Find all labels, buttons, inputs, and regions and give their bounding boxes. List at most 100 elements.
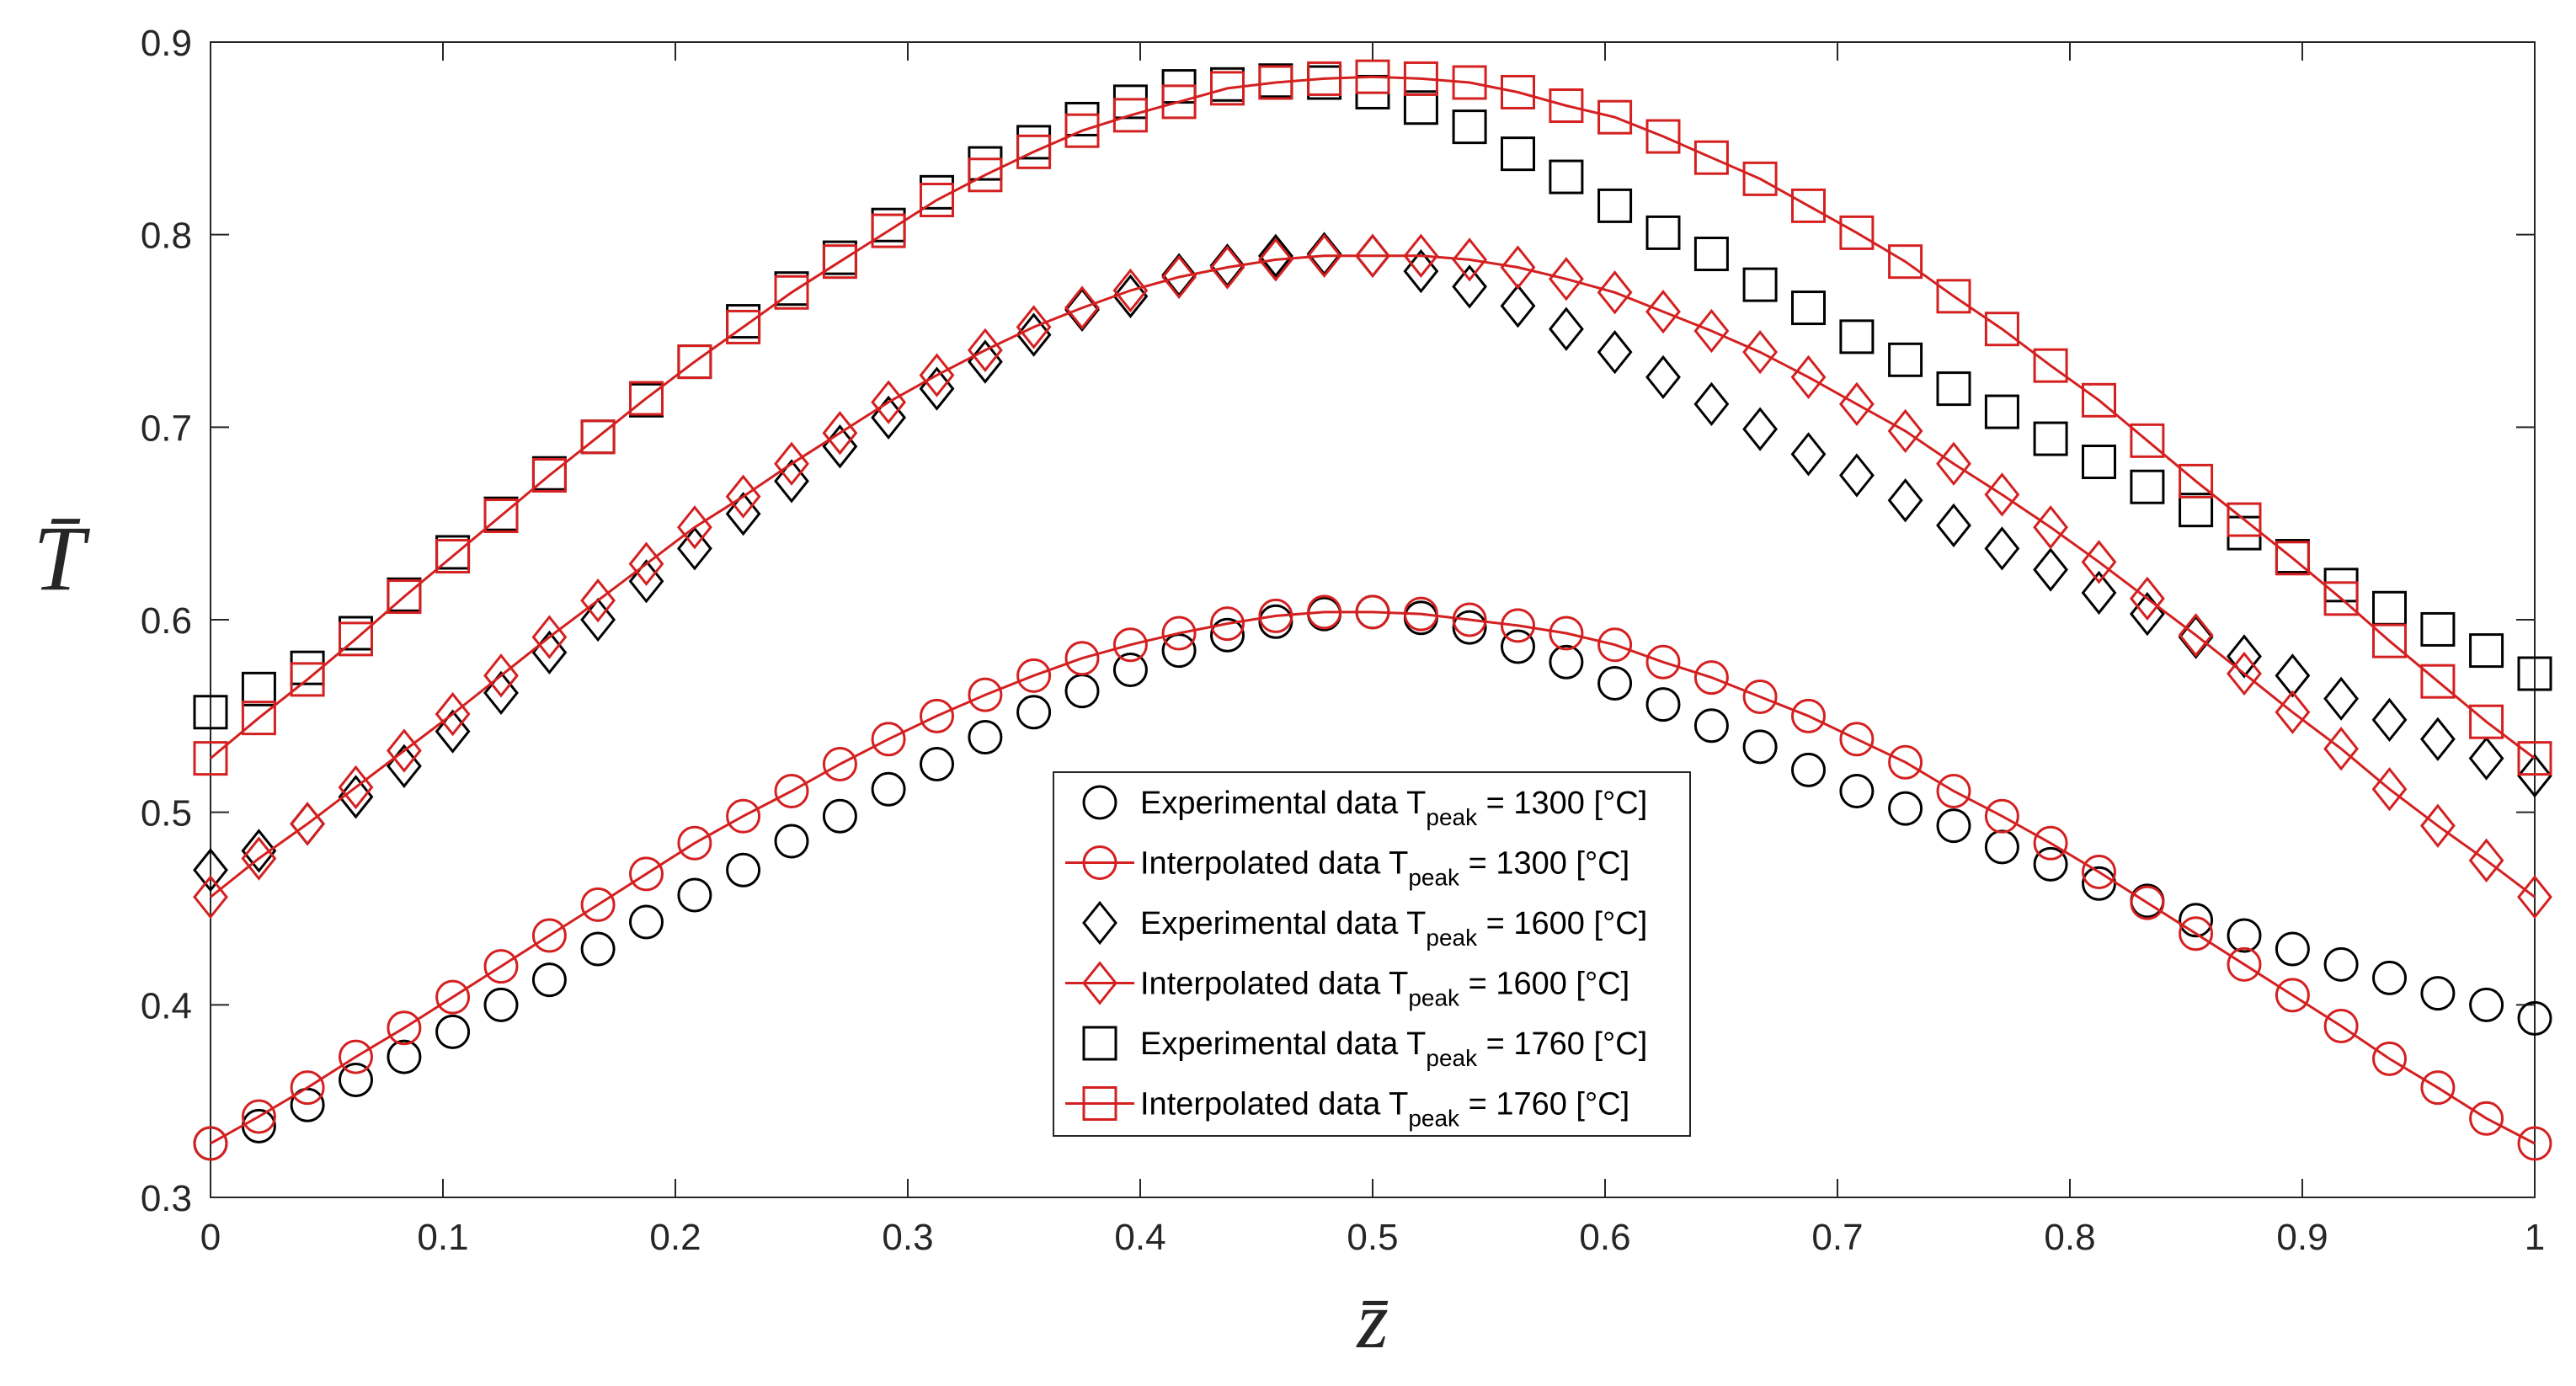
- data-point: [1452, 237, 1488, 282]
- legend-label-tail: = 1760 [°C]: [1477, 1026, 1647, 1062]
- legend-marker: [1082, 785, 1117, 820]
- x-axis-title: z̄: [1355, 1275, 1389, 1365]
- data-point: [435, 979, 471, 1015]
- data-point: [871, 213, 906, 248]
- y-tick-label: 0.4: [141, 985, 192, 1026]
- data-point: [1888, 342, 1923, 377]
- data-point: [774, 459, 809, 504]
- data-point: [2517, 656, 2552, 691]
- data-point: [1016, 695, 1052, 730]
- data-point: [2082, 444, 2116, 479]
- legend-label: Interpolated data Tpeak = 1760 [°C]: [1140, 1087, 1629, 1132]
- data-point: [1403, 596, 1438, 632]
- legend-label-main: Experimental data T: [1140, 906, 1426, 941]
- data-point: [1306, 233, 1342, 278]
- data-point: [2275, 541, 2310, 576]
- legend-label-sub: peak: [1426, 925, 1478, 951]
- data-point: [2517, 1126, 2552, 1161]
- data-point: [2081, 540, 2117, 584]
- data-point: [1064, 641, 1100, 676]
- data-point: [2275, 978, 2310, 1013]
- legend-label-sub: peak: [1426, 804, 1478, 830]
- data-point: [1742, 330, 1779, 375]
- data-point: [1307, 61, 1342, 96]
- data-point: [968, 677, 1003, 712]
- data-point: [193, 848, 228, 893]
- data-point: [483, 498, 519, 534]
- data-point: [1645, 644, 1681, 680]
- data-point: [726, 852, 761, 888]
- data-point: [2372, 623, 2407, 658]
- data-point: [1984, 472, 2020, 517]
- series-layer: [193, 59, 2552, 1161]
- legend: Experimental data Tpeak = 1300 [°C] Inter…: [1053, 771, 1691, 1137]
- data-point: [1210, 606, 1245, 642]
- data-point: [2033, 547, 2069, 592]
- data-point: [1839, 215, 1875, 250]
- data-point: [1693, 237, 1729, 272]
- data-point: [1501, 136, 1535, 172]
- data-point: [1791, 188, 1826, 223]
- data-point: [726, 798, 761, 834]
- data-point: [193, 741, 228, 776]
- data-point: [1597, 188, 1633, 223]
- data-point: [580, 597, 616, 642]
- data-point: [2323, 676, 2360, 721]
- data-point: [2420, 611, 2456, 647]
- data-point: [2469, 1101, 2504, 1136]
- data-point: [241, 829, 277, 873]
- data-point: [1887, 478, 1923, 523]
- x-tick-label: 0.5: [1347, 1217, 1398, 1258]
- data-point: [1645, 215, 1681, 250]
- data-point: [1742, 267, 1778, 302]
- data-point: [677, 825, 712, 861]
- legend-label: Experimental data Tpeak = 1300 [°C]: [1140, 786, 1647, 830]
- data-point: [2179, 916, 2214, 952]
- legend-label-tail: = 1600 [°C]: [1477, 906, 1647, 941]
- data-point: [531, 458, 567, 493]
- data-point: [339, 621, 373, 657]
- legend-item: Interpolated data Tpeak = 1760 [°C]: [1065, 1086, 1629, 1132]
- data-point: [2517, 1000, 2552, 1036]
- data-point: [193, 695, 228, 730]
- data-point: [1597, 270, 1633, 315]
- data-point: [1112, 652, 1148, 687]
- data-point: [1452, 264, 1488, 309]
- data-point: [1403, 90, 1438, 125]
- legend-label-main: Interpolated data T: [1140, 1087, 1408, 1122]
- data-point: [1452, 610, 1487, 645]
- data-point: [241, 836, 277, 881]
- data-point: [290, 1070, 325, 1106]
- data-point: [387, 1010, 422, 1046]
- data-point: [2227, 918, 2262, 953]
- data-point: [1838, 453, 1875, 498]
- data-point: [676, 526, 712, 571]
- data-point: [628, 541, 664, 586]
- data-point: [2033, 348, 2068, 383]
- legend-marker: [1082, 1086, 1117, 1121]
- data-point: [2419, 717, 2456, 761]
- data-point: [629, 856, 664, 892]
- legend-label: Experimental data Tpeak = 1760 [°C]: [1140, 1026, 1647, 1071]
- data-point: [1549, 616, 1584, 651]
- data-point: [1257, 237, 1293, 282]
- data-point: [1016, 312, 1052, 357]
- y-tick-label: 0.3: [141, 1178, 192, 1219]
- data-point: [2033, 505, 2069, 550]
- data-point: [1452, 65, 1487, 100]
- data-point: [2371, 697, 2408, 743]
- x-tick-label: 0.3: [882, 1217, 933, 1258]
- data-point: [629, 381, 664, 416]
- data-point: [677, 877, 712, 913]
- data-point: [1501, 629, 1535, 664]
- data-point: [1597, 665, 1633, 701]
- data-point: [2227, 946, 2262, 982]
- legend-items: Experimental data Tpeak = 1300 [°C] Inter…: [1065, 785, 1647, 1132]
- data-point: [387, 1039, 422, 1074]
- data-point: [1112, 98, 1148, 133]
- data-point: [774, 824, 809, 859]
- data-point: [1161, 84, 1197, 120]
- data-point: [1016, 658, 1052, 693]
- legend-label-main: Experimental data T: [1140, 786, 1426, 821]
